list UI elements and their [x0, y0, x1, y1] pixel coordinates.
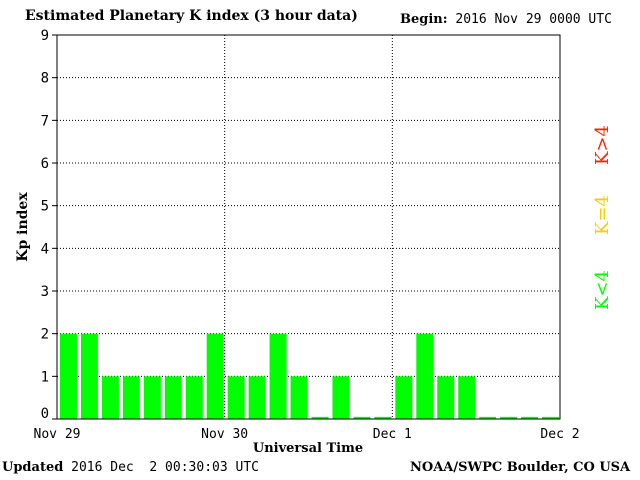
- kp-bar: [479, 416, 497, 419]
- kp-bar: [164, 376, 182, 419]
- plot-frame: [56, 34, 561, 420]
- kp-bar: [437, 376, 455, 419]
- updated-timestamp: Updated 2016 Dec 2 00:30:03 UTC: [2, 460, 259, 475]
- kp-bar: [80, 333, 98, 419]
- begin-label: Begin:: [400, 12, 448, 27]
- kp-bar: [290, 376, 308, 419]
- kp-bar: [521, 416, 539, 419]
- x-axis: Nov 29 Nov 30 Dec 1 Dec 2: [34, 427, 580, 442]
- kp-bar: [60, 333, 77, 419]
- kp-bar: [353, 416, 371, 419]
- kp-bar: [416, 333, 434, 419]
- kp-bar: [332, 376, 350, 419]
- y-tick-label: 9: [41, 28, 49, 44]
- legend-item: K>4: [592, 125, 613, 165]
- kp-bar: [395, 376, 413, 419]
- y-tick-label: 1: [41, 369, 49, 385]
- kp-bar: [206, 333, 224, 419]
- legend-item: K<4: [592, 270, 613, 310]
- kp-bar: [311, 416, 329, 419]
- y-tick-label: 3: [41, 284, 49, 300]
- legend: K<4 K=4 K>4: [592, 125, 613, 310]
- kp-bar: [143, 376, 161, 419]
- grid-lines: [57, 35, 560, 419]
- kp-bar: [248, 376, 266, 419]
- x-tick-label: Nov 29: [34, 427, 81, 442]
- kp-bar: [374, 416, 392, 419]
- kp-bar: [101, 376, 119, 419]
- bar-series: [60, 333, 559, 419]
- kp-bar: [122, 376, 140, 419]
- kp-bar: [500, 416, 518, 419]
- y-tick-label: 8: [41, 71, 49, 87]
- y-tick-label: 5: [41, 199, 49, 215]
- x-tick-label: Nov 30: [201, 427, 248, 442]
- x-axis-label: Universal Time: [253, 441, 363, 456]
- y-tick-label: 7: [41, 113, 49, 129]
- x-tick-label: Dec 1: [373, 427, 412, 442]
- begin-value: 2016 Nov 29 0000 UTC: [455, 12, 612, 27]
- kp-bar: [269, 333, 287, 419]
- kp-bar: [542, 416, 559, 419]
- y-tick-label: 2: [41, 327, 49, 343]
- y-tick-label: 0: [41, 406, 49, 422]
- updated-label: Updated: [2, 460, 64, 475]
- y-axis-label: Kp index: [15, 192, 31, 262]
- legend-item: K=4: [592, 195, 613, 235]
- y-tick-label: 6: [41, 156, 49, 172]
- kp-bar: [458, 376, 476, 419]
- begin-timestamp: Begin: 2016 Nov 29 0000 UTC: [400, 12, 612, 27]
- y-axis: 0 1 2 3 4 5 6 7 8 9: [41, 28, 57, 422]
- updated-value: 2016 Dec 2 00:30:03 UTC: [71, 460, 259, 475]
- x-tick-label: Dec 2: [540, 427, 579, 442]
- y-tick-label: 4: [41, 241, 49, 257]
- chart-title: Estimated Planetary K index (3 hour data…: [25, 8, 358, 24]
- kp-bar: [227, 376, 245, 419]
- kp-bar: [185, 376, 203, 419]
- credit-text: NOAA/SWPC Boulder, CO USA: [410, 460, 631, 475]
